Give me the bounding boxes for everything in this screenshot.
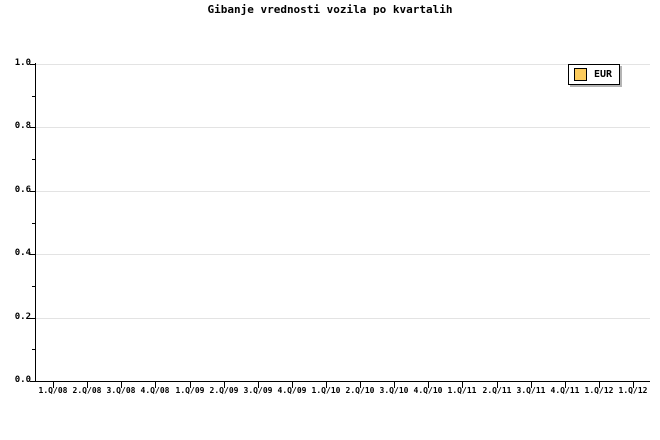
x-tick: [633, 382, 634, 388]
chart-title: Gibanje vrednosti vozila po kvartalih: [207, 3, 453, 16]
x-tick: [531, 382, 532, 388]
x-axis-label: 2.Q/09: [209, 386, 239, 395]
gridline-y: [36, 254, 650, 255]
x-tick: [53, 382, 54, 388]
y-axis-label: 0.0: [14, 375, 31, 385]
x-tick: [565, 382, 566, 388]
y-tick-major: [30, 191, 36, 192]
x-axis-label: 1.Q/12: [618, 386, 648, 395]
y-tick-major: [30, 254, 36, 255]
y-tick-minor: [32, 286, 36, 287]
y-axis-line: [35, 63, 36, 382]
x-tick: [121, 382, 122, 388]
y-tick-minor: [32, 159, 36, 160]
y-axis-label: 0.4: [14, 248, 31, 258]
y-tick-major: [30, 318, 36, 319]
y-tick-minor: [32, 96, 36, 97]
x-tick: [462, 382, 463, 388]
x-axis-label: 3.Q/10: [379, 386, 409, 395]
y-tick-minor: [32, 349, 36, 350]
x-axis-label: 2.Q/11: [482, 386, 512, 395]
x-tick: [326, 382, 327, 388]
y-tick-major: [30, 381, 36, 382]
y-axis-label: 0.6: [14, 185, 31, 195]
x-axis-label: 3.Q/11: [516, 386, 546, 395]
plot-area: [36, 64, 650, 381]
y-axis-labels: 0.0 0.2 0.4 0.6 0.8 1.0: [0, 0, 31, 440]
x-tick: [87, 382, 88, 388]
gridline-y: [36, 318, 650, 319]
gridline-y: [36, 191, 650, 192]
legend-swatch-eur: [574, 68, 587, 81]
x-tick: [599, 382, 600, 388]
y-axis-label: 1.0: [14, 58, 31, 68]
y-tick-major: [30, 64, 36, 65]
x-axis-label: 4.Q/09: [277, 386, 307, 395]
x-tick: [394, 382, 395, 388]
x-tick: [428, 382, 429, 388]
y-axis-label: 0.8: [14, 121, 31, 131]
x-axis-label: 1.Q/12: [584, 386, 614, 395]
x-axis-label: 2.Q/10: [345, 386, 375, 395]
x-tick: [292, 382, 293, 388]
x-axis-label: 1.Q/10: [311, 386, 341, 395]
x-axis-label: 4.Q/08: [140, 386, 170, 395]
x-axis-label: 1.Q/08: [38, 386, 68, 395]
x-tick: [360, 382, 361, 388]
x-tick: [497, 382, 498, 388]
y-axis-label: 0.2: [14, 312, 31, 322]
x-axis-line: [35, 381, 650, 382]
x-axis-label: 2.Q/08: [72, 386, 102, 395]
x-axis-label: 3.Q/08: [106, 386, 136, 395]
x-tick: [155, 382, 156, 388]
x-axis-label: 4.Q/10: [413, 386, 443, 395]
x-tick: [258, 382, 259, 388]
x-axis-label: 3.Q/09: [243, 386, 273, 395]
x-axis-label: 1.Q/09: [175, 386, 205, 395]
x-axis-label: 4.Q/11: [550, 386, 580, 395]
y-tick-minor: [32, 223, 36, 224]
x-axis-label: 1.Q/11: [447, 386, 477, 395]
gridline-y: [36, 127, 650, 128]
x-tick: [224, 382, 225, 388]
x-tick: [190, 382, 191, 388]
legend-label-eur: EUR: [594, 69, 613, 80]
chart-legend[interactable]: EUR: [568, 64, 621, 85]
y-tick-major: [30, 127, 36, 128]
gridline-y: [36, 64, 650, 65]
